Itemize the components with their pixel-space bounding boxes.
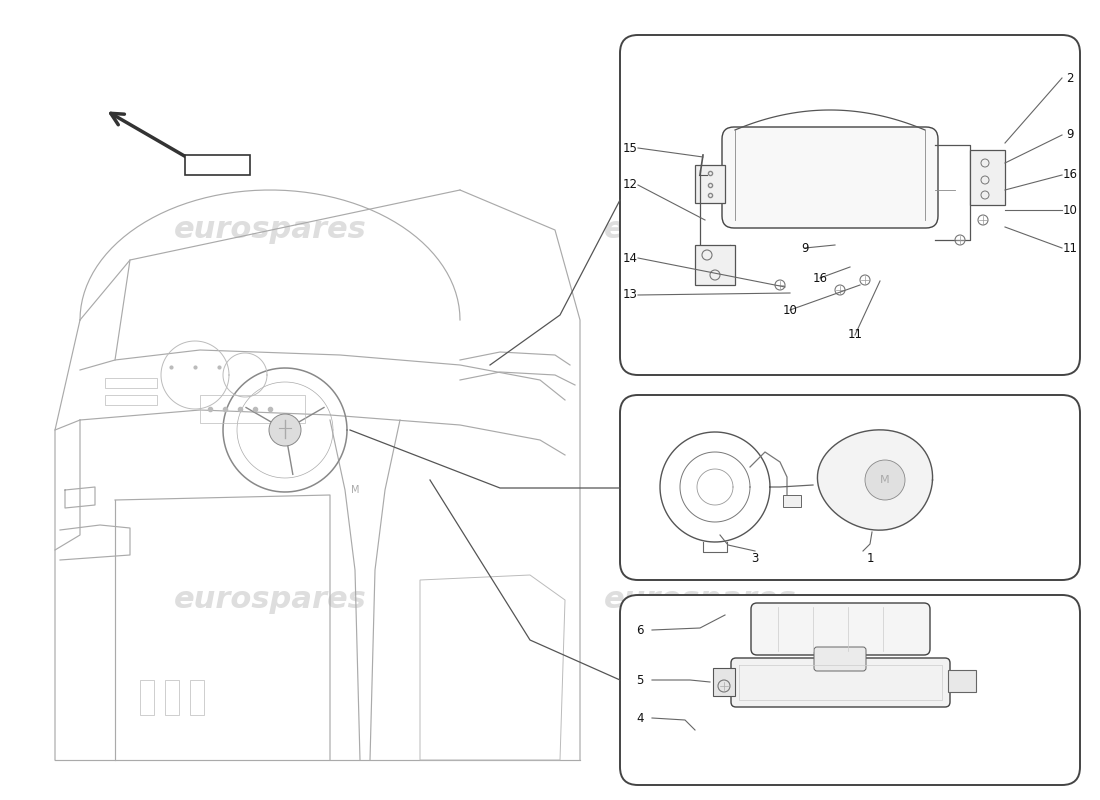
Text: 15: 15 — [623, 142, 637, 154]
Text: 10: 10 — [1063, 203, 1077, 217]
Circle shape — [865, 460, 905, 500]
Text: 2: 2 — [1066, 71, 1074, 85]
Bar — [104, 395, 157, 405]
Text: 9: 9 — [1066, 129, 1074, 142]
FancyBboxPatch shape — [751, 603, 930, 655]
Text: eurospares: eurospares — [604, 586, 796, 614]
Text: 10: 10 — [782, 303, 797, 317]
FancyBboxPatch shape — [620, 395, 1080, 580]
FancyBboxPatch shape — [185, 155, 250, 175]
Text: 4: 4 — [636, 711, 644, 725]
Bar — [140, 680, 154, 715]
Text: 9: 9 — [801, 242, 808, 254]
FancyBboxPatch shape — [732, 658, 950, 707]
FancyBboxPatch shape — [722, 127, 938, 228]
Text: 11: 11 — [847, 329, 862, 342]
Polygon shape — [817, 430, 933, 530]
Text: 11: 11 — [1063, 242, 1078, 254]
Bar — [948, 670, 976, 692]
Text: 16: 16 — [813, 271, 827, 285]
Bar — [695, 165, 725, 203]
FancyBboxPatch shape — [620, 595, 1080, 785]
Text: 6: 6 — [636, 623, 644, 637]
Bar — [783, 495, 801, 507]
Bar — [695, 245, 735, 285]
FancyBboxPatch shape — [814, 647, 866, 671]
Bar — [970, 150, 1005, 205]
FancyBboxPatch shape — [620, 35, 1080, 375]
Circle shape — [270, 414, 301, 446]
Bar — [713, 668, 735, 696]
Bar — [165, 680, 179, 715]
Text: M: M — [351, 485, 360, 495]
Text: 13: 13 — [623, 289, 637, 302]
Text: 12: 12 — [623, 178, 638, 191]
Text: eurospares: eurospares — [174, 586, 366, 614]
Text: eurospares: eurospares — [604, 215, 796, 245]
Text: eurospares: eurospares — [174, 215, 366, 245]
Text: 14: 14 — [623, 251, 638, 265]
Bar — [190, 680, 204, 715]
Text: 16: 16 — [1063, 169, 1078, 182]
Bar — [104, 378, 157, 388]
Text: M: M — [880, 475, 890, 485]
Text: 5: 5 — [636, 674, 644, 686]
Text: 1: 1 — [867, 551, 873, 565]
Bar — [200, 395, 305, 423]
Text: 3: 3 — [751, 551, 759, 565]
